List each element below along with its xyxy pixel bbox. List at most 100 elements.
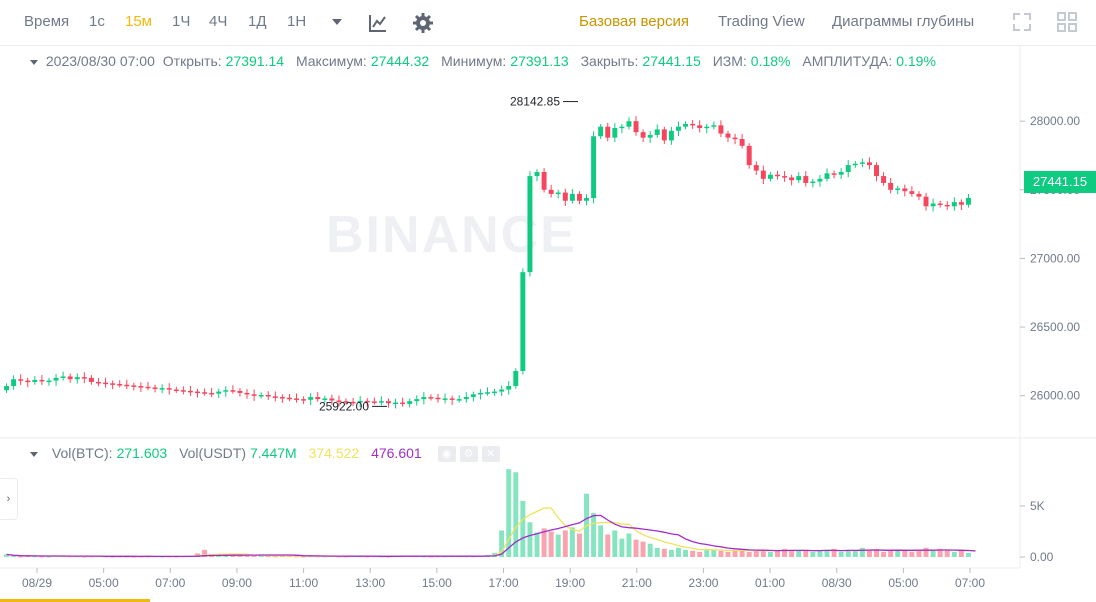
view-basic[interactable]: Базовая версия: [579, 13, 689, 30]
interval-1s[interactable]: 1с: [89, 13, 105, 30]
volume-bar: [195, 553, 200, 557]
volume-bar: [874, 548, 879, 557]
volume-bar: [661, 548, 667, 557]
candle-body: [364, 400, 370, 403]
vol-usdt-value: 7.447M: [249, 445, 297, 461]
candle-body: [322, 398, 328, 400]
volume-bar: [845, 549, 851, 557]
candle-body: [584, 198, 589, 201]
volume-bar: [152, 556, 158, 558]
vol-usdt-label: Vol(USDT): [179, 445, 246, 461]
close-icon[interactable]: ✕: [481, 446, 500, 463]
volume-bar: [647, 543, 653, 557]
candle-body: [265, 395, 271, 397]
change-value: 0.18%: [750, 53, 791, 69]
volume-bar: [902, 550, 908, 557]
candle-body: [817, 178, 823, 182]
volume-collapse-icon[interactable]: [30, 451, 38, 457]
time-tick-label: 13:00: [355, 576, 385, 590]
fullscreen-icon[interactable]: [1012, 12, 1032, 32]
candle-body: [965, 197, 971, 205]
volume-bar: [336, 556, 342, 558]
interval-1h[interactable]: 1Ч: [172, 13, 191, 30]
candle-body: [704, 126, 710, 129]
candle-body: [103, 382, 109, 385]
candle-body: [661, 129, 667, 141]
candle-body: [718, 125, 724, 134]
candle-body: [916, 193, 922, 197]
settings-icon[interactable]: ⚙: [459, 446, 478, 463]
collapse-triangle-icon[interactable]: [30, 59, 38, 65]
volume-bar: [32, 556, 38, 558]
candle-body: [223, 390, 229, 392]
volume-bar: [456, 556, 462, 558]
close-value: 27441.15: [642, 53, 701, 69]
candle-body: [874, 165, 879, 177]
volume-bar: [81, 556, 87, 558]
volume-bar: [442, 556, 448, 558]
volume-bar: [923, 547, 929, 557]
interval-15m[interactable]: 15м: [125, 13, 152, 30]
expand-side-button[interactable]: ›: [0, 478, 18, 520]
candle-body: [866, 162, 872, 166]
volume-bar: [470, 556, 476, 558]
view-tradingview[interactable]: Trading View: [718, 13, 805, 30]
volume-bar: [683, 549, 689, 557]
candle-body: [110, 383, 116, 385]
candle-body: [244, 392, 250, 395]
chevron-down-icon[interactable]: [331, 17, 343, 27]
volume-bar: [272, 556, 278, 558]
volume-bar: [237, 555, 243, 557]
volume-bar: [88, 556, 94, 558]
candle-body: [294, 398, 300, 400]
candle-body: [237, 390, 243, 393]
interval-1d[interactable]: 1Д: [248, 13, 267, 30]
volume-bar: [407, 555, 413, 557]
volume-bar: [909, 551, 915, 557]
candle-body: [668, 130, 674, 141]
settings-gear-icon[interactable]: [412, 12, 434, 34]
volume-bar: [421, 556, 427, 558]
candle-body: [166, 388, 172, 390]
volume-bar: [485, 554, 490, 557]
candle-body: [775, 174, 780, 177]
candle-body: [576, 193, 582, 201]
volume-bar: [775, 550, 780, 557]
candle-body: [131, 385, 137, 387]
candle-body: [810, 181, 816, 184]
candle-body: [202, 392, 208, 394]
volume-bar: [110, 556, 116, 558]
change-label: ИЗМ:: [712, 53, 747, 69]
interval-1w[interactable]: 1Н: [287, 13, 307, 30]
interval-4h[interactable]: 4Ч: [209, 13, 228, 30]
grid-layout-icon[interactable]: [1057, 12, 1077, 32]
volume-bar: [944, 549, 950, 557]
candle-body: [548, 189, 554, 194]
view-depth[interactable]: Диаграммы глубины: [832, 13, 975, 30]
candle-body: [336, 400, 342, 402]
volume-tick-label: 5K: [1030, 499, 1045, 513]
eye-icon[interactable]: ◉: [437, 446, 456, 463]
candle-body: [407, 401, 413, 404]
volume-bar: [265, 556, 271, 558]
volume-bar: [633, 539, 639, 557]
candle-body: [881, 176, 887, 183]
volume-bar: [810, 551, 816, 557]
volume-bar: [223, 555, 229, 557]
candle-body: [485, 392, 490, 394]
candle-body: [60, 376, 66, 378]
volume-bar: [513, 472, 519, 557]
candle-body: [272, 396, 278, 398]
candle-body: [690, 123, 696, 126]
candle-body: [732, 137, 738, 140]
volume-bar: [605, 534, 611, 557]
candle-body: [11, 379, 17, 387]
volume-bar: [329, 555, 335, 557]
volume-bar: [753, 550, 759, 557]
volume-bar: [322, 556, 328, 558]
candle-body: [117, 384, 123, 386]
candle-body: [598, 126, 604, 137]
volume-bar: [895, 549, 901, 557]
indicator-icon[interactable]: [368, 13, 388, 33]
candle-body: [958, 202, 964, 205]
